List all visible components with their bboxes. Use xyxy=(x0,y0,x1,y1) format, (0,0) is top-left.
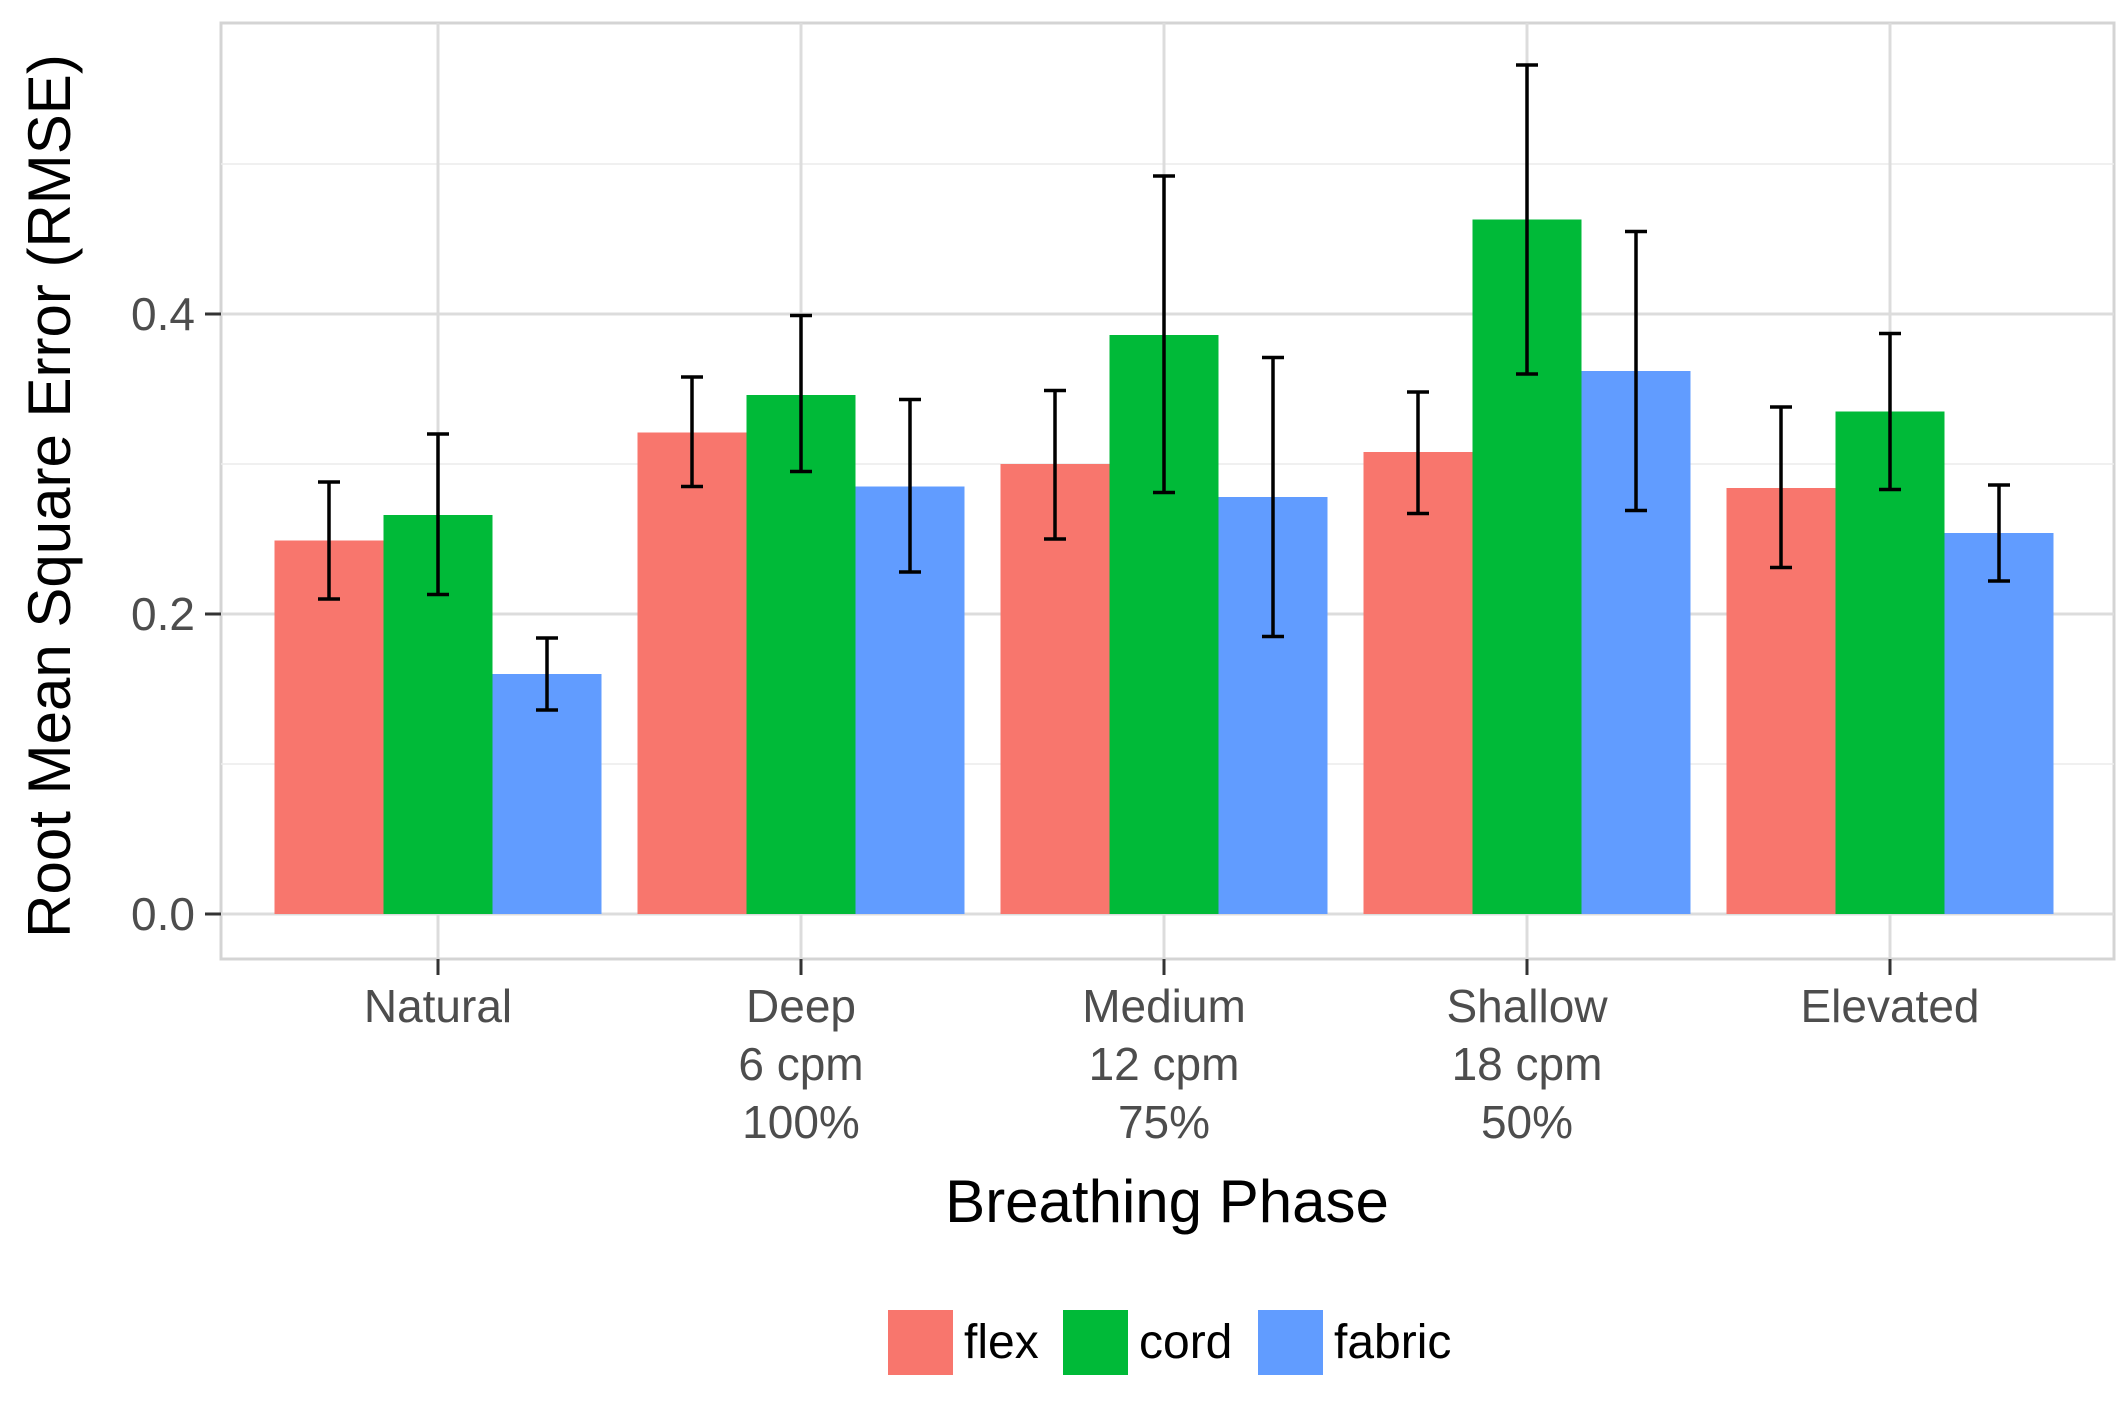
x-tick-label: Medium 12 cpm 75% xyxy=(1082,980,1246,1148)
legend-item-flex: flex xyxy=(888,1310,1039,1375)
legend-swatch xyxy=(1258,1310,1323,1375)
legend: flex cord fabric xyxy=(888,1310,1451,1375)
bar-flex xyxy=(637,432,747,914)
bar-flex xyxy=(1363,452,1473,914)
bar-fabric xyxy=(1944,533,2054,914)
error-bar-fabric xyxy=(1988,483,2010,583)
error-bar-cord xyxy=(1153,174,1175,495)
x-axis-title: Breathing Phase xyxy=(945,1168,1389,1235)
bar-fabric xyxy=(492,674,602,914)
x-tick-label: Elevated xyxy=(1800,980,1979,1032)
y-axis-title: Root Mean Square Error (RMSE) xyxy=(16,54,83,938)
error-bar-fabric xyxy=(536,636,558,712)
error-bar-flex xyxy=(1407,390,1429,516)
bar-cord xyxy=(1835,411,1945,914)
error-bar-fabric xyxy=(899,397,921,574)
error-bar-flex xyxy=(1770,405,1792,570)
bar-cord xyxy=(746,395,856,914)
x-tick-label: Deep 6 cpm 100% xyxy=(738,980,863,1148)
error-bars xyxy=(318,63,2010,712)
y-tick-label: 0.4 xyxy=(131,288,195,340)
error-bar-fabric xyxy=(1625,229,1647,513)
error-bar-cord xyxy=(1516,63,1538,376)
error-bar-cord xyxy=(790,313,812,474)
bars xyxy=(274,219,2054,914)
y-tick-label: 0.2 xyxy=(131,588,195,640)
y-axis: 0.0 0.2 0.4 xyxy=(131,288,221,940)
legend-item-fabric: fabric xyxy=(1258,1310,1451,1375)
legend-label: fabric xyxy=(1334,1316,1451,1369)
error-bar-cord xyxy=(1879,331,1901,492)
error-bar-flex xyxy=(318,480,340,601)
x-tick-label: Natural xyxy=(364,980,512,1032)
error-bar-cord xyxy=(427,432,449,597)
error-bar-flex xyxy=(681,375,703,489)
y-tick-label: 0.0 xyxy=(131,888,195,940)
legend-label: flex xyxy=(964,1316,1039,1369)
legend-swatch xyxy=(888,1310,953,1375)
legend-swatch xyxy=(1063,1310,1128,1375)
error-bar-flex xyxy=(1044,388,1066,541)
legend-label: cord xyxy=(1139,1316,1232,1369)
legend-item-cord: cord xyxy=(1063,1310,1232,1375)
error-bar-fabric xyxy=(1262,355,1284,639)
bar-flex xyxy=(274,540,384,914)
x-axis: Natural Deep 6 cpm 100% Medium 12 cpm 75% Shall… xyxy=(364,959,1980,1148)
x-tick-label: Shallow 18 cpm 50% xyxy=(1446,980,1608,1148)
